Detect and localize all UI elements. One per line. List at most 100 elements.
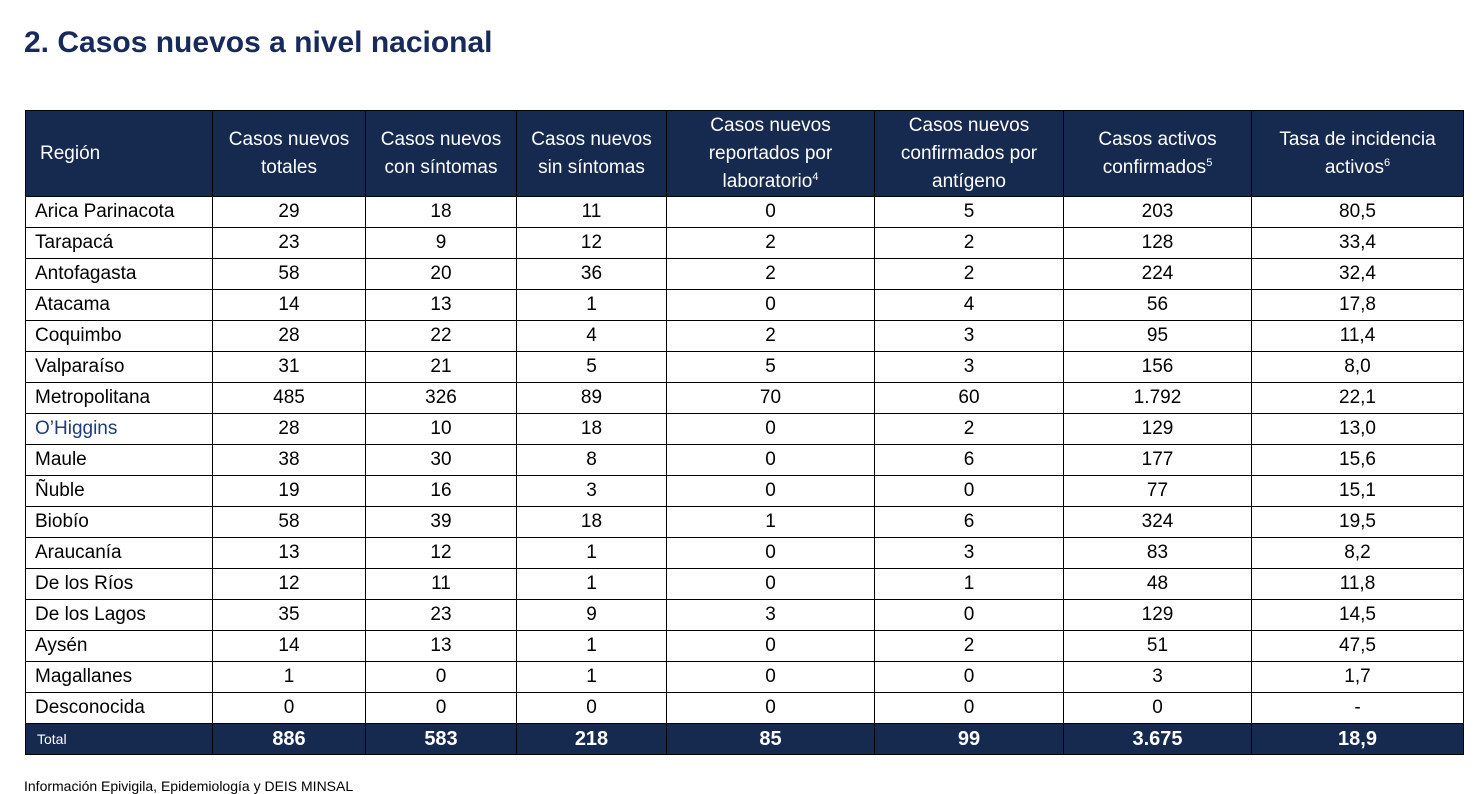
- table-row: Tarapacá 23 9 12 2 2 128 33,4: [25, 227, 1464, 259]
- table-row: De los Ríos 12 11 1 0 1 48 11,8: [25, 568, 1464, 600]
- value-cell: 80,5: [1251, 196, 1464, 228]
- value-cell: 0: [874, 599, 1064, 631]
- source-note: Información Epivigila, Epidemiología y D…: [24, 778, 354, 794]
- total-label: Total: [25, 723, 213, 755]
- table-row: Antofagasta 58 20 36 2 2 224 32,4: [25, 258, 1464, 290]
- value-cell: 32,4: [1251, 258, 1464, 290]
- footnote-marker: 6: [1384, 156, 1391, 169]
- value-cell: 31: [212, 351, 366, 383]
- value-cell: 0: [365, 661, 517, 693]
- value-cell: 11: [516, 196, 667, 228]
- value-cell: 13,0: [1251, 413, 1464, 445]
- value-cell: 5: [516, 351, 667, 383]
- value-cell: 3: [874, 537, 1064, 569]
- region-cell: Valparaíso: [25, 351, 213, 383]
- value-cell: 6: [874, 506, 1064, 538]
- table-row: O’Higgins 28 10 18 0 2 129 13,0: [25, 413, 1464, 445]
- value-cell: 89: [516, 382, 667, 414]
- region-cell: Atacama: [25, 289, 213, 321]
- value-cell: 13: [365, 289, 517, 321]
- total-value: 218: [516, 723, 667, 755]
- value-cell: 18: [365, 196, 517, 228]
- total-value: 99: [874, 723, 1064, 755]
- page-title: 2. Casos nuevos a nivel nacional: [24, 26, 493, 59]
- cases-table: Región Casos nuevos totales Casos nuevos c…: [25, 110, 1464, 755]
- value-cell: 19,5: [1251, 506, 1464, 538]
- column-header-label: Región: [40, 142, 101, 164]
- value-cell: 23: [212, 227, 366, 259]
- value-cell: 224: [1063, 258, 1252, 290]
- column-header-region: Región: [25, 110, 213, 197]
- column-header-label: Casos nuevos reportados por laboratorio: [708, 114, 833, 192]
- region-cell: Coquimbo: [25, 320, 213, 352]
- value-cell: 129: [1063, 413, 1252, 445]
- table-row: Aysén 14 13 1 0 2 51 47,5: [25, 630, 1464, 662]
- value-cell: 6: [874, 444, 1064, 476]
- column-header: Casos nuevos sin síntomas: [516, 110, 667, 197]
- total-value: 3.675: [1063, 723, 1252, 755]
- value-cell: 3: [874, 320, 1064, 352]
- total-value: 886: [212, 723, 366, 755]
- value-cell: 1: [874, 568, 1064, 600]
- total-value: 583: [365, 723, 517, 755]
- value-cell: 0: [666, 196, 875, 228]
- column-header: Tasa de incidencia activos6: [1251, 110, 1464, 197]
- value-cell: 0: [1063, 692, 1252, 724]
- table-row: Coquimbo 28 22 4 2 3 95 11,4: [25, 320, 1464, 352]
- value-cell: 2: [666, 258, 875, 290]
- value-cell: 11,8: [1251, 568, 1464, 600]
- value-cell: 58: [212, 506, 366, 538]
- value-cell: 2: [874, 258, 1064, 290]
- value-cell: 58: [212, 258, 366, 290]
- value-cell: 1,7: [1251, 661, 1464, 693]
- value-cell: 14: [212, 630, 366, 662]
- value-cell: 4: [516, 320, 667, 352]
- table-header: Región Casos nuevos totales Casos nuevos c…: [25, 110, 1464, 197]
- value-cell: 30: [365, 444, 517, 476]
- value-cell: 0: [666, 444, 875, 476]
- value-cell: 12: [365, 537, 517, 569]
- value-cell: 0: [666, 630, 875, 662]
- value-cell: 60: [874, 382, 1064, 414]
- value-cell: 324: [1063, 506, 1252, 538]
- region-cell: Biobío: [25, 506, 213, 538]
- value-cell: 1: [516, 289, 667, 321]
- table-row: Metropolitana 485 326 89 70 60 1.792 22,1: [25, 382, 1464, 414]
- column-header-label: Casos nuevos sin síntomas: [531, 128, 652, 178]
- column-header-label: Casos activos confirmados: [1098, 128, 1217, 178]
- table-row: Araucanía 13 12 1 0 3 83 8,2: [25, 537, 1464, 569]
- region-cell: Antofagasta: [25, 258, 213, 290]
- column-header-label: Casos nuevos confirmados por antígeno: [900, 114, 1038, 192]
- value-cell: 28: [212, 320, 366, 352]
- value-cell: 3: [874, 351, 1064, 383]
- value-cell: 77: [1063, 475, 1252, 507]
- value-cell: 38: [212, 444, 366, 476]
- value-cell: 2: [666, 320, 875, 352]
- value-cell: 18: [516, 506, 667, 538]
- value-cell: 5: [874, 196, 1064, 228]
- region-cell: Tarapacá: [25, 227, 213, 259]
- region-cell: O’Higgins: [25, 413, 213, 445]
- value-cell: 11,4: [1251, 320, 1464, 352]
- region-cell: Desconocida: [25, 692, 213, 724]
- column-header: Casos activos confirmados5: [1063, 110, 1252, 197]
- value-cell: 13: [212, 537, 366, 569]
- table-row: Magallanes 1 0 1 0 0 3 1,7: [25, 661, 1464, 693]
- value-cell: 1: [212, 661, 366, 693]
- value-cell: 0: [666, 692, 875, 724]
- region-cell: Magallanes: [25, 661, 213, 693]
- value-cell: 0: [516, 692, 667, 724]
- value-cell: 23: [365, 599, 517, 631]
- region-cell: Araucanía: [25, 537, 213, 569]
- value-cell: 485: [212, 382, 366, 414]
- value-cell: 0: [365, 692, 517, 724]
- table-row: Valparaíso 31 21 5 5 3 156 8,0: [25, 351, 1464, 383]
- table-row: Maule 38 30 8 0 6 177 15,6: [25, 444, 1464, 476]
- table-row: Ñuble 19 16 3 0 0 77 15,1: [25, 475, 1464, 507]
- value-cell: 10: [365, 413, 517, 445]
- region-cell: Ñuble: [25, 475, 213, 507]
- value-cell: 128: [1063, 227, 1252, 259]
- region-cell: Aysén: [25, 630, 213, 662]
- column-header-label: Tasa de incidencia activos: [1279, 128, 1436, 178]
- value-cell: 11: [365, 568, 517, 600]
